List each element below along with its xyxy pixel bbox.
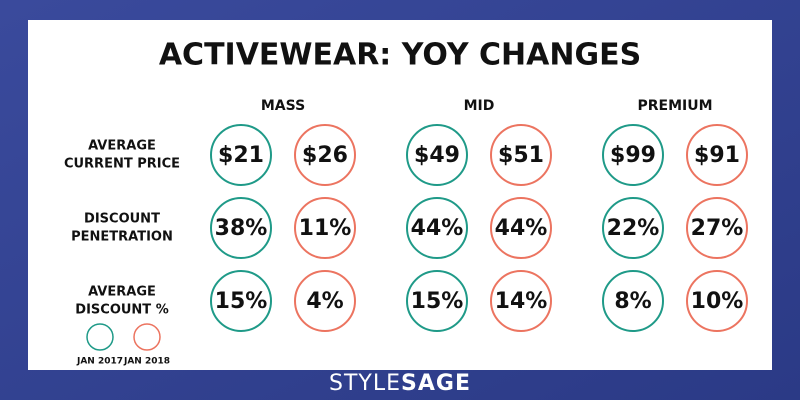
value-circle bbox=[210, 124, 272, 186]
value: $91 bbox=[694, 143, 740, 168]
column-header: PREMIUM bbox=[637, 98, 712, 114]
legend-label: JAN 2017 bbox=[76, 357, 123, 367]
value: 15% bbox=[411, 289, 464, 314]
legend-circle bbox=[133, 323, 161, 351]
row-label: DISCOUNT bbox=[84, 212, 160, 227]
row-label: CURRENT PRICE bbox=[64, 157, 180, 172]
value: 11% bbox=[299, 216, 352, 241]
logo-part: STYLE bbox=[329, 371, 401, 396]
value: 10% bbox=[691, 289, 744, 314]
value-circle bbox=[406, 270, 468, 332]
value-circle bbox=[490, 124, 552, 186]
value: 44% bbox=[411, 216, 464, 241]
value: 44% bbox=[495, 216, 548, 241]
value-circle bbox=[686, 270, 748, 332]
value-circle bbox=[210, 270, 272, 332]
value: 4% bbox=[306, 289, 343, 314]
value-circle bbox=[294, 124, 356, 186]
value-circle bbox=[686, 124, 748, 186]
value-circle bbox=[490, 270, 552, 332]
column-header: MID bbox=[464, 98, 495, 114]
value-circle bbox=[602, 197, 664, 259]
value: 15% bbox=[215, 289, 268, 314]
legend-label: JAN 2018 bbox=[123, 357, 170, 367]
row-label: PENETRATION bbox=[71, 230, 173, 245]
value-circle bbox=[406, 197, 468, 259]
value: $99 bbox=[610, 143, 656, 168]
value: 27% bbox=[691, 216, 744, 241]
value-circle bbox=[210, 197, 272, 259]
value-circle bbox=[602, 124, 664, 186]
value-circle bbox=[686, 197, 748, 259]
logo: STYLESAGE bbox=[329, 371, 471, 396]
row-label: AVERAGE bbox=[88, 285, 156, 300]
column-header: MASS bbox=[261, 98, 305, 114]
value: $21 bbox=[218, 143, 264, 168]
value-circle bbox=[294, 197, 356, 259]
value: $49 bbox=[414, 143, 460, 168]
value: 14% bbox=[495, 289, 548, 314]
value: 38% bbox=[215, 216, 268, 241]
logo-part: SAGE bbox=[401, 371, 471, 396]
panel bbox=[28, 20, 772, 370]
value-circle bbox=[406, 124, 468, 186]
value-circle bbox=[294, 270, 356, 332]
row-label: AVERAGE bbox=[88, 139, 156, 154]
value: $26 bbox=[302, 143, 348, 168]
legend-circle bbox=[86, 323, 114, 351]
title: ACTIVEWEAR: YOY CHANGES bbox=[159, 38, 641, 73]
value: 22% bbox=[607, 216, 660, 241]
value-circle bbox=[602, 270, 664, 332]
value: $51 bbox=[498, 143, 544, 168]
row-label: DISCOUNT % bbox=[75, 303, 168, 318]
value: 8% bbox=[614, 289, 651, 314]
value-circle bbox=[490, 197, 552, 259]
